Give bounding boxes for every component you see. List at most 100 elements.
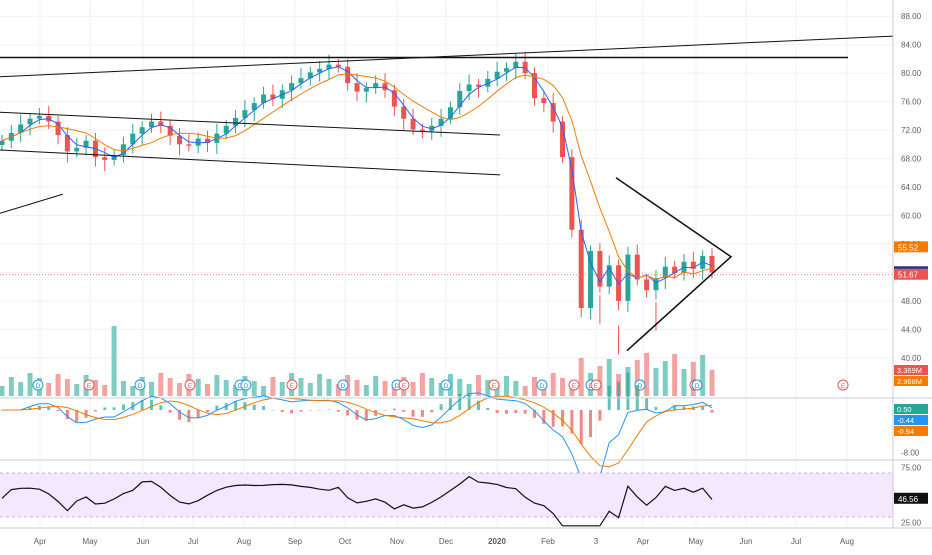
candle-body <box>64 135 70 152</box>
candle-body <box>335 64 341 67</box>
event-marker[interactable] <box>590 379 602 391</box>
volume-bar <box>223 380 229 396</box>
volume-bar <box>606 359 612 396</box>
candle-body <box>345 66 351 84</box>
macd-histogram-bar <box>84 410 88 418</box>
candle-body <box>0 140 5 146</box>
rsi-value-badge <box>894 492 928 504</box>
event-marker[interactable] <box>83 379 95 391</box>
macd-histogram-bar <box>178 410 181 420</box>
volume-bar <box>55 374 61 396</box>
x-tick-label: Oct <box>339 537 352 546</box>
candle-body <box>616 265 622 301</box>
volume-bar <box>64 379 70 396</box>
x-tick-label: Aug <box>237 537 251 546</box>
candle-body <box>317 68 323 73</box>
candle-body <box>167 125 173 136</box>
macd-histogram-bar <box>617 381 621 410</box>
volume-bar <box>354 380 360 396</box>
event-marker[interactable] <box>184 379 196 391</box>
macd-histogram-bar <box>486 407 490 410</box>
event-marker[interactable] <box>488 379 500 391</box>
volume-bar <box>335 384 341 396</box>
x-tick-label: 2020 <box>488 537 506 546</box>
macd-histogram-bar <box>551 410 555 427</box>
volume-bar <box>317 374 323 396</box>
candle-body <box>494 71 500 79</box>
volume-value-badge <box>894 376 928 386</box>
volume-bar <box>148 382 154 396</box>
event-marker[interactable] <box>134 379 146 391</box>
x-tick-label: Feb <box>541 537 555 546</box>
macd-histogram-bar <box>570 410 574 434</box>
candle-body <box>541 98 547 104</box>
macd-histogram-bar <box>196 410 200 419</box>
candle-body <box>503 68 509 72</box>
candle-body <box>513 61 519 69</box>
rsi-band <box>0 473 893 517</box>
rsi-line <box>1 475 713 527</box>
macd-histogram-bar <box>589 410 593 438</box>
candle-body <box>485 78 491 87</box>
volume-bar <box>475 375 481 396</box>
volume-bar <box>429 378 435 396</box>
macd-histogram-bar <box>103 407 107 410</box>
event-marker[interactable] <box>691 379 703 391</box>
x-tick-label: Nov <box>390 537 404 546</box>
event-marker[interactable] <box>568 379 580 391</box>
event-marker-label: E <box>841 383 846 390</box>
ma-line-fast <box>1 66 713 286</box>
event-marker[interactable] <box>337 379 349 391</box>
event-marker[interactable] <box>286 379 298 391</box>
macd-histogram-bar <box>495 410 499 413</box>
macd-tick-label: -8.00 <box>901 449 920 458</box>
candle-body <box>401 106 407 119</box>
event-marker-label: D <box>395 383 400 390</box>
volume-bar <box>709 370 715 396</box>
volume-bar <box>261 386 267 396</box>
macd-histogram-bar <box>65 410 69 420</box>
event-marker[interactable] <box>440 379 452 391</box>
macd-histogram-bar <box>56 410 60 412</box>
volume-bar <box>503 376 509 396</box>
volume-bar <box>195 379 201 396</box>
volume-bar <box>92 380 98 396</box>
price-badge <box>894 268 928 280</box>
volume-bar <box>438 383 444 396</box>
x-tick-label: Jul <box>791 537 801 546</box>
event-marker-label: E <box>492 383 497 390</box>
candle-body <box>139 127 145 134</box>
event-marker[interactable] <box>32 379 44 391</box>
macd-value-label: -0.94 <box>897 427 914 436</box>
volume-bar <box>279 382 285 396</box>
rsi-tick-label: 25.00 <box>901 519 922 528</box>
event-marker-label: D <box>238 383 243 390</box>
macd-histogram-bar <box>280 410 284 412</box>
candle-body <box>457 90 463 108</box>
event-marker[interactable] <box>240 379 252 391</box>
event-marker[interactable] <box>536 379 548 391</box>
macd-histogram-bar <box>75 410 79 422</box>
volume-bar <box>177 383 182 396</box>
y-tick-label: 68.00 <box>901 155 922 164</box>
event-marker[interactable] <box>398 379 410 391</box>
volume-bar <box>634 360 640 396</box>
candle-body <box>130 133 136 145</box>
volume-bar <box>270 377 276 396</box>
volume-bar <box>167 378 173 396</box>
macd-histogram-bar <box>476 400 480 410</box>
macd-histogram-bar <box>701 406 705 410</box>
macd-value-badge <box>894 426 928 436</box>
macd-histogram-bar <box>448 397 452 410</box>
macd-histogram-bar <box>542 410 546 424</box>
volume-bar <box>102 385 108 396</box>
candle-body <box>560 121 566 158</box>
volume-bar <box>410 382 416 396</box>
candle-body <box>177 135 182 145</box>
macd-histogram-bar <box>383 410 387 411</box>
event-marker[interactable] <box>837 379 849 391</box>
volume-bar <box>653 368 659 396</box>
candle-body <box>307 72 313 79</box>
volume-value-label: 2.968M <box>897 377 922 386</box>
